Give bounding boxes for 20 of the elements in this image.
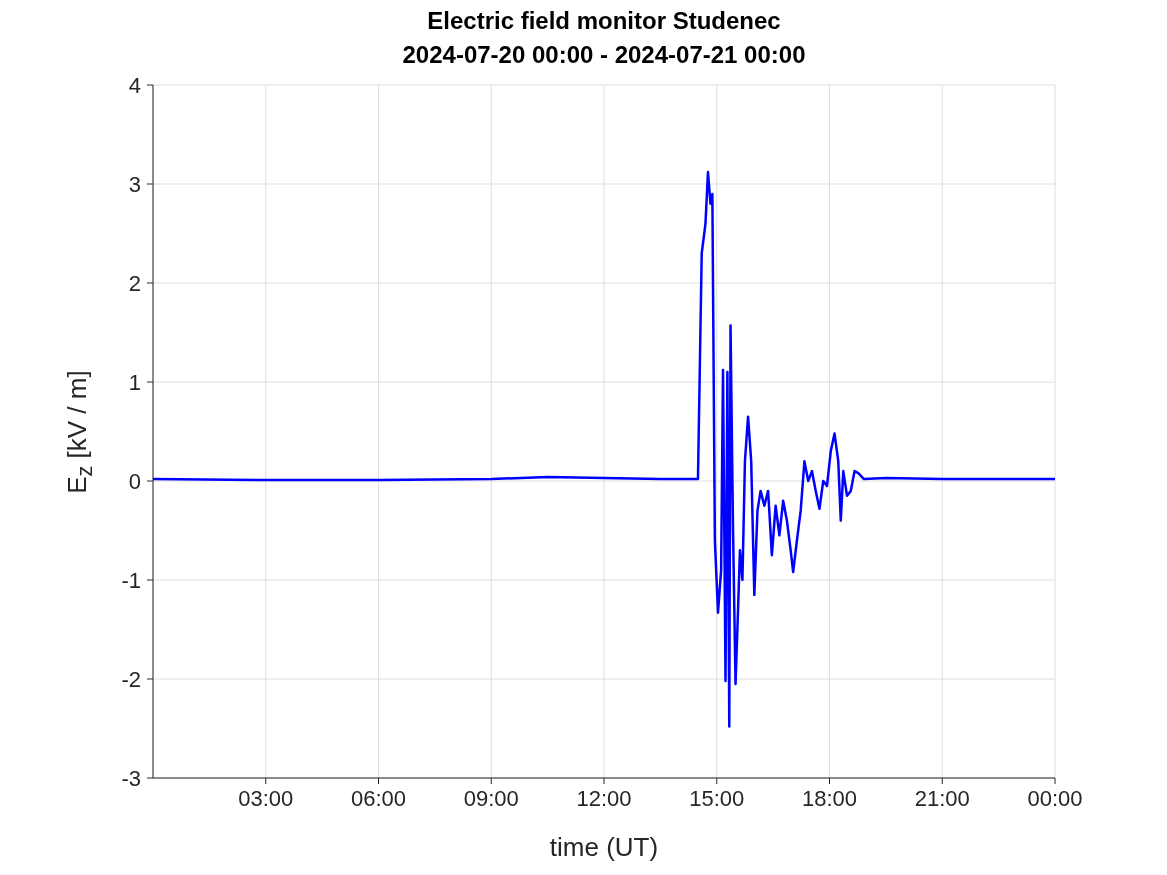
y-tick-label: 0 — [128, 468, 141, 494]
x-axis-title: time (UT) — [548, 832, 660, 863]
x-tick-label: 06:00 — [350, 785, 407, 811]
y-tick-label: 2 — [128, 270, 141, 296]
chart-title: Electric field monitor Studenec — [426, 6, 782, 36]
y-tick-label: 4 — [128, 72, 141, 98]
y-tick-label: -2 — [121, 666, 141, 692]
y-tick-label: 1 — [128, 369, 141, 395]
x-tick-label: 12:00 — [576, 785, 632, 811]
y-tick-label: 3 — [128, 171, 141, 197]
x-tick-label: 21:00 — [914, 785, 970, 811]
y-tick-label: -3 — [121, 765, 141, 791]
x-tick-label: 00:00 — [1027, 785, 1083, 811]
chart-subtitle: 2024-07-20 00:00 - 2024-07-21 00:00 — [401, 40, 807, 70]
x-tick-label: 09:00 — [463, 785, 519, 811]
y-tick-label: -1 — [121, 567, 141, 593]
x-tick-label: 03:00 — [238, 785, 294, 811]
line-series — [153, 170, 1055, 728]
x-tick-label: 18:00 — [801, 785, 858, 811]
x-tick-label: 15:00 — [689, 785, 745, 811]
